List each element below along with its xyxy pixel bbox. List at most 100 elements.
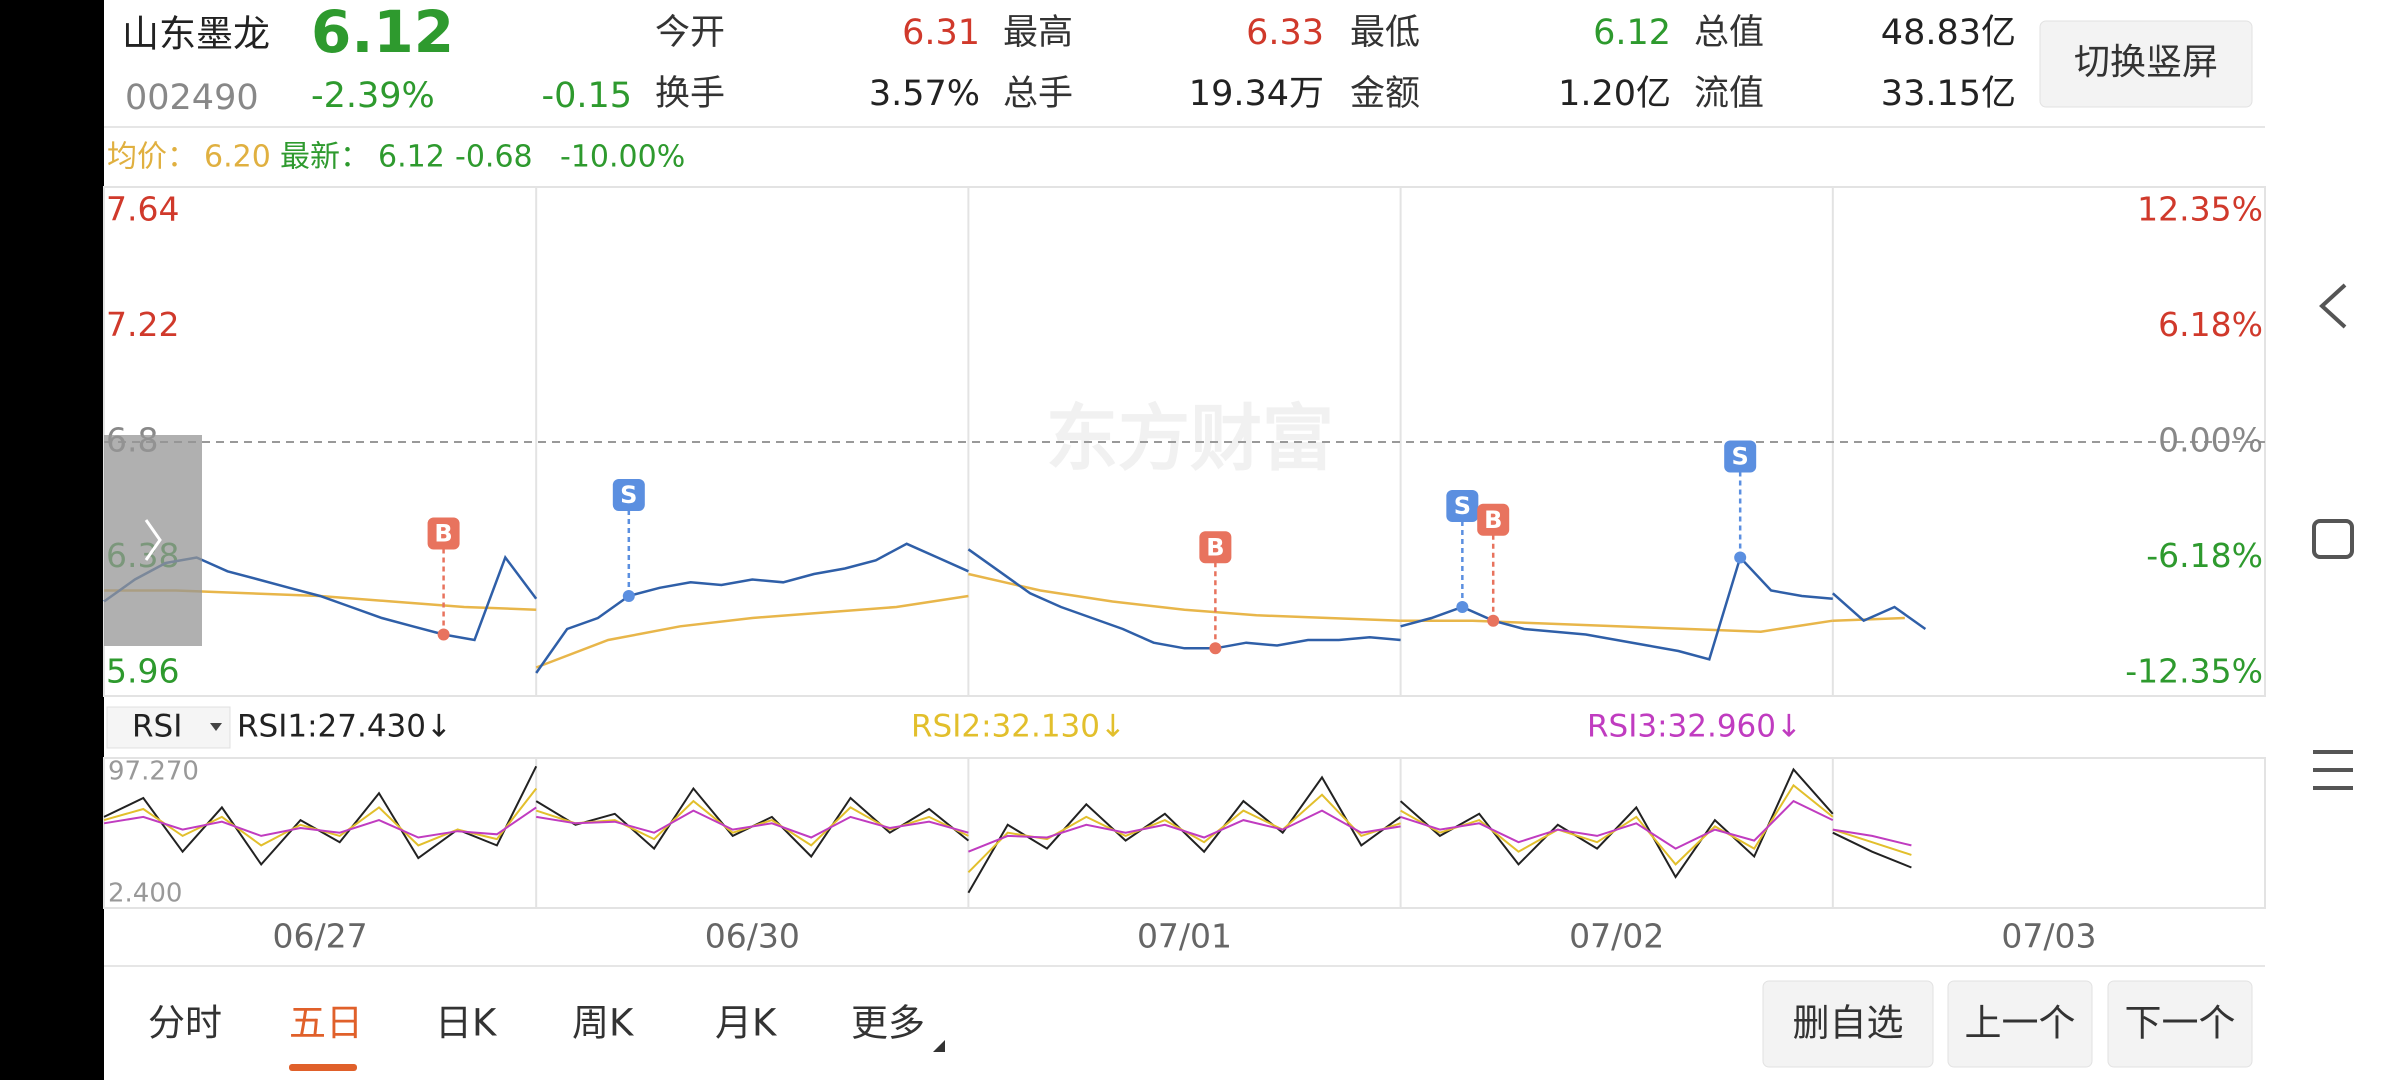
- stat-label: 今开: [655, 13, 725, 53]
- info-latest: 6.12: [378, 140, 445, 175]
- action-button-label[interactable]: 删自选: [1793, 1002, 1904, 1045]
- signal-point: [1734, 551, 1747, 564]
- indicator-name[interactable]: RSI: [132, 709, 182, 745]
- back-icon[interactable]: [2319, 283, 2347, 329]
- info-avg-label: 均价：: [107, 140, 197, 175]
- rsi-line: [1832, 828, 1912, 847]
- y2-tick-label: -12.35%: [2125, 652, 2263, 691]
- stock-name: 山东墨龙: [122, 13, 270, 56]
- signal-point: [1209, 642, 1222, 655]
- tab[interactable]: 周K: [572, 1002, 635, 1045]
- action-button[interactable]: [2107, 980, 2253, 1068]
- menu-icon[interactable]: [2313, 750, 2353, 790]
- price-line: [1831, 592, 1927, 631]
- price-line: [1400, 555, 1833, 661]
- rsi-line: [103, 806, 537, 839]
- stat-value: 48.83亿: [1881, 13, 2016, 53]
- info-change-pct: -10.00%: [560, 140, 685, 175]
- date-label: 06/27: [273, 917, 368, 956]
- y-tick-label: 7.22: [106, 305, 179, 344]
- rsi-line: [1399, 767, 1834, 879]
- info-change: -0.68: [455, 140, 533, 175]
- rsi-tick-label: 97.270: [108, 757, 199, 787]
- rsi-line: [103, 787, 537, 847]
- rsi-line: [968, 809, 1401, 853]
- price-line: [535, 542, 969, 674]
- signal-label: B: [1484, 506, 1502, 534]
- signal-label: S: [1732, 443, 1749, 471]
- date-label: 06/30: [705, 917, 800, 956]
- legend-entry: RSI1:27.430↓: [237, 709, 452, 745]
- stat-label: 最低: [1350, 13, 1420, 53]
- stock-code: 002490: [125, 78, 259, 118]
- signal-badge: [612, 479, 645, 511]
- orientation-button-label[interactable]: 切换竖屏: [2074, 42, 2218, 83]
- info-latest-label: 最新：: [280, 140, 370, 175]
- signal-badge: [1446, 490, 1479, 522]
- date-label: 07/02: [1569, 917, 1664, 956]
- indicator-arrow[interactable]: [210, 723, 222, 731]
- signal-point: [622, 590, 635, 602]
- stock-price: 6.12: [311, 0, 454, 66]
- watermark: 东方财富: [1046, 397, 1334, 481]
- stat-value: 6.12: [1593, 13, 1671, 53]
- signal-label: B: [434, 520, 452, 548]
- tab[interactable]: 更多: [851, 1002, 925, 1045]
- change: -0.15: [541, 76, 632, 116]
- indicator-select[interactable]: [106, 706, 231, 749]
- rsi-line: [1400, 799, 1834, 850]
- rsi-line: [1832, 831, 1912, 869]
- rsi-frame: [103, 757, 2266, 909]
- y-tick-label: 7.64: [106, 190, 179, 229]
- stat-label: 总手: [1003, 74, 1073, 114]
- signal-label: B: [1206, 533, 1224, 561]
- scroll-chevron[interactable]: [144, 519, 162, 561]
- signal-label: S: [620, 481, 637, 509]
- rsi-line: [967, 775, 1402, 894]
- signal-badge: [427, 517, 460, 550]
- action-button-label[interactable]: 上一个: [1965, 1002, 2076, 1045]
- action-button[interactable]: [1762, 980, 1934, 1068]
- orientation-button[interactable]: [2039, 20, 2253, 108]
- action-button-label[interactable]: 下一个: [2125, 1002, 2236, 1045]
- signal-badge: [1724, 440, 1757, 473]
- info-avg: 6.20: [204, 140, 271, 175]
- y2-tick-label: 12.35%: [2137, 190, 2263, 229]
- tab-underline: [289, 1064, 357, 1071]
- stat-value: 6.31: [902, 13, 980, 53]
- signal-point: [1456, 601, 1469, 613]
- y2-tick-label: 6.18%: [2158, 305, 2263, 344]
- left-bezel: [0, 0, 104, 1080]
- rsi-line: [536, 809, 969, 839]
- y2-tick-label: -6.18%: [2146, 536, 2263, 575]
- action-button[interactable]: [1947, 980, 2093, 1068]
- home-icon[interactable]: [2312, 519, 2354, 559]
- scroll-handle[interactable]: [104, 435, 202, 646]
- legend-entry: RSI2:32.130↓: [911, 709, 1126, 745]
- signal-label: S: [1454, 492, 1471, 520]
- tab[interactable]: 月K: [715, 1002, 778, 1045]
- date-label: 07/01: [1137, 917, 1232, 956]
- stat-value: 1.20亿: [1558, 74, 1671, 114]
- avg-price-line: [1400, 619, 1833, 633]
- stat-label: 流值: [1694, 74, 1764, 114]
- more-arrow[interactable]: [933, 1040, 945, 1052]
- legend-entry: RSI3:32.960↓: [1587, 709, 1802, 745]
- tab[interactable]: 五日: [289, 1002, 363, 1045]
- avg-price-line: [968, 572, 1401, 622]
- stat-label: 总值: [1694, 13, 1764, 53]
- stat-label: 换手: [655, 74, 725, 114]
- tab[interactable]: 日K: [435, 1002, 498, 1045]
- y2-tick-label: 0.00%: [2158, 421, 2263, 460]
- rsi-line: [1832, 828, 1912, 856]
- stat-value: 3.57%: [869, 74, 980, 114]
- signal-badge: [1477, 503, 1510, 536]
- price-line: [967, 548, 1401, 650]
- stat-label: 最高: [1003, 13, 1073, 53]
- y-tick-label: 5.96: [106, 652, 179, 691]
- signal-point: [437, 628, 450, 641]
- stat-value: 19.34万: [1189, 74, 1324, 114]
- tab[interactable]: 分时: [148, 1002, 222, 1045]
